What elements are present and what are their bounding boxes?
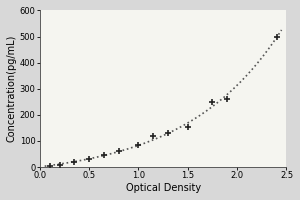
X-axis label: Optical Density: Optical Density	[126, 183, 201, 193]
Y-axis label: Concentration(pg/mL): Concentration(pg/mL)	[7, 35, 17, 142]
